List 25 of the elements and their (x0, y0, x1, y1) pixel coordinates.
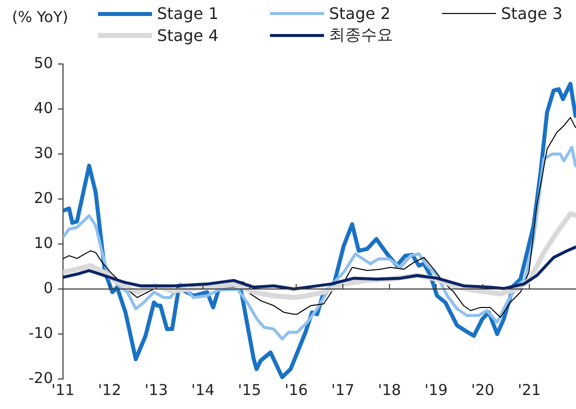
y-tick-label: 30 (34, 144, 53, 162)
legend-label: Stage 3 (501, 4, 562, 23)
y-tick-label: 0 (43, 278, 53, 297)
legend-label: Stage 2 (329, 4, 390, 23)
legend-label: Stage 4 (157, 26, 218, 45)
y-tick-label: 50 (34, 54, 53, 72)
y-tick-label: -20 (28, 368, 53, 387)
x-tick-label: '18 (378, 380, 402, 399)
x-tick-label: '12 (98, 380, 122, 399)
x-tick-label: '21 (518, 380, 541, 399)
y-tick-label: 20 (34, 188, 53, 207)
x-tick-label: '16 (284, 380, 308, 399)
y-tick-label: 40 (34, 98, 53, 117)
legend-label: Stage 1 (157, 4, 218, 23)
y-tick-label: -10 (28, 324, 53, 342)
x-tick-label: '14 (191, 380, 215, 399)
x-tick-label: '11 (51, 380, 75, 399)
y-axis-title: (% YoY) (12, 8, 68, 26)
legend-label: 최종수요 (329, 25, 393, 46)
y-tick-label: 10 (34, 234, 53, 252)
x-tick-label: '15 (238, 380, 262, 399)
x-tick-label: '13 (144, 380, 168, 399)
x-tick-label: '17 (331, 380, 354, 399)
x-tick-label: '20 (471, 380, 494, 399)
x-tick-label: '19 (424, 380, 448, 399)
